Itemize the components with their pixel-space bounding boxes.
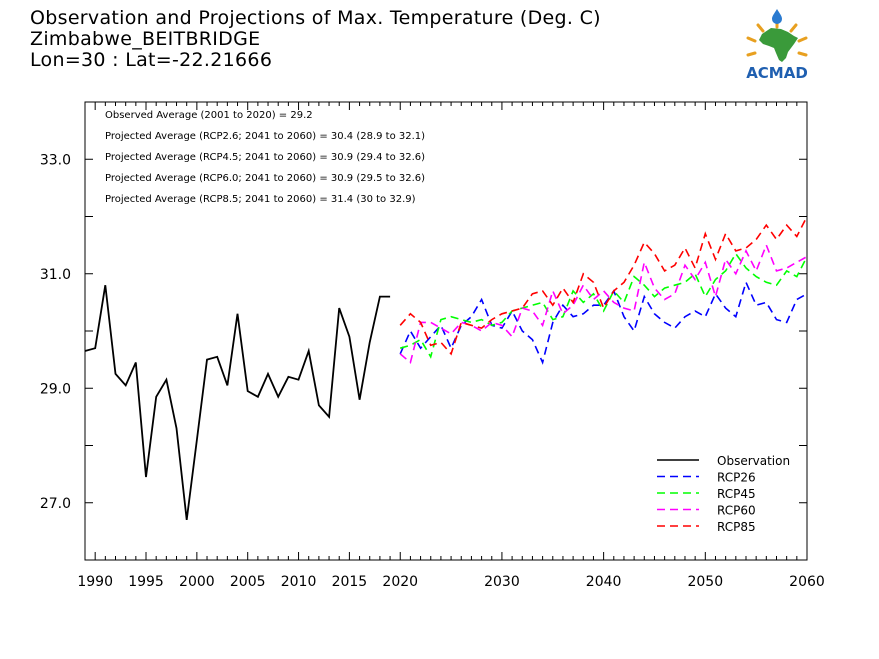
y-tick-label: 29.0	[40, 381, 71, 397]
x-tick-label: 2010	[281, 574, 317, 590]
x-tick-label: 2050	[687, 574, 723, 590]
annotation-line: Projected Average (RCP2.6; 2041 to 2060)…	[105, 131, 425, 142]
y-tick-label: 33.0	[40, 152, 71, 168]
africa-map-logo-icon: ACMAD	[746, 9, 808, 82]
series-line-rcp85	[399, 216, 808, 356]
x-tick-label: 2000	[179, 574, 215, 590]
series-line-observation	[84, 285, 391, 521]
africa-continent-icon	[759, 28, 798, 62]
legend-label: RCP26	[717, 471, 756, 485]
legend-label: RCP85	[717, 520, 756, 534]
legend-label: Observation	[717, 454, 790, 468]
chart-legend: Observation RCP26 RCP45 RCP60 RCP85	[657, 454, 790, 534]
annotation-line: Observed Average (2001 to 2020) = 29.2	[105, 110, 313, 121]
series-line-rcp60	[399, 242, 808, 364]
x-tick-label: 2060	[789, 574, 825, 590]
x-tick-label: 1990	[77, 574, 113, 590]
station-name: Zimbabwe_BEITBRIDGE	[30, 28, 261, 50]
logo-text: ACMAD	[746, 64, 808, 82]
legend-label: RCP60	[717, 504, 756, 518]
annotation-line: Projected Average (RCP6.0; 2041 to 2060)…	[105, 173, 425, 184]
annotation-line: Projected Average (RCP8.5; 2041 to 2060)…	[105, 194, 416, 205]
chart-series	[84, 216, 808, 521]
y-tick-label: 31.0	[40, 267, 71, 283]
chart-title: Observation and Projections of Max. Temp…	[30, 7, 601, 29]
annotation-line: Projected Average (RCP4.5; 2041 to 2060)…	[105, 152, 425, 163]
water-drop-icon	[772, 9, 782, 24]
y-tick-label: 27.0	[40, 496, 71, 512]
x-tick-label: 2015	[332, 574, 368, 590]
series-line-rcp26	[399, 279, 808, 365]
x-tick-label: 2005	[230, 574, 266, 590]
x-tick-label: 1995	[128, 574, 164, 590]
series-line-rcp45	[399, 252, 808, 359]
chart-axes: 27.0 29.0 31.0 33.0 1990 1995 2000 2005 2010 2015…	[40, 101, 825, 590]
x-tick-label: 2030	[484, 574, 520, 590]
chart-annotations: Observed Average (2001 to 2020) = 29.2 Pr…	[105, 110, 425, 205]
legend-label: RCP45	[717, 487, 756, 501]
chart-title-block: Observation and Projections of Max. Temp…	[30, 8, 601, 71]
station-coordinates: Lon=30 : Lat=-22.21666	[30, 49, 273, 71]
x-tick-label: 2040	[586, 574, 622, 590]
x-tick-label: 2020	[382, 574, 418, 590]
